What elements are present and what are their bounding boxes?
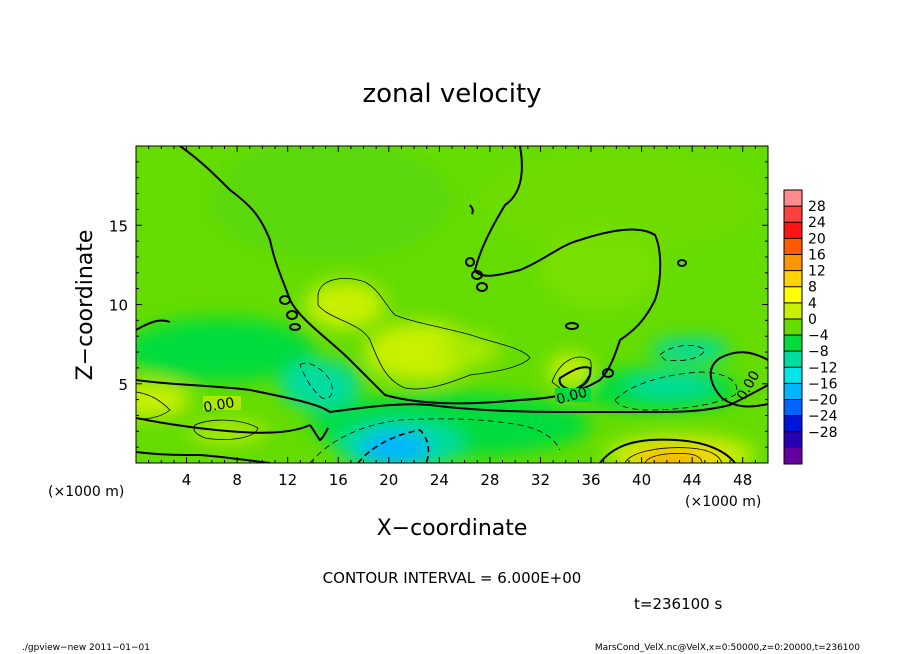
colorbar-label: −12 [808,360,838,376]
colorbar-swatch [784,318,802,336]
colorbar-swatch [784,238,802,255]
colorbar-label: −8 [808,344,829,360]
colorbar-label: 28 [808,199,826,215]
colorbar-swatch [784,286,802,304]
colorbar-swatch [784,222,802,239]
footer-right: MarsCond_VelX.nc@VelX,x=0:50000,z=0:2000… [595,643,860,653]
colorbar-frame [783,189,803,465]
colorbar-label: −16 [808,376,838,392]
time-label: t=236100 s [634,595,722,613]
colorbar-swatch [784,206,802,223]
x-unit-right: (×1000 m) [685,494,761,510]
colorbar-label: 0 [808,312,817,328]
x-tick-label: 24 [430,471,449,489]
y-axis: 5 10 15 [109,161,768,448]
colorbar-label: 24 [808,215,826,231]
colorbar-label: −28 [808,425,838,441]
colorbar-swatch [784,367,802,384]
colorbar-swatch [784,399,802,417]
x-axis: 4 8 12 16 20 24 28 32 36 40 44 48 [148,146,769,489]
colorbar-label: −20 [808,393,838,409]
x-tick-label: 36 [581,471,600,489]
colorbar-label: 12 [808,264,826,280]
x-tick-label: 8 [232,471,242,489]
x-tick-label: 16 [329,471,348,489]
x-tick-label: 4 [182,471,192,489]
contour-label: 0.00 [202,395,235,416]
x-tick-label: 32 [531,471,550,489]
colorbar-swatch [784,383,802,401]
x-tick-label: 12 [278,471,297,489]
x-tick-label: 48 [733,471,752,489]
contour-label: 0.00 [555,385,589,409]
colorbar-swatch [784,254,802,272]
contour-lines [136,146,768,463]
negative-contours [299,345,738,463]
x-tick-label: 40 [632,471,651,489]
colorbar-swatch [784,447,802,465]
colorbar-label: −24 [808,409,838,425]
colorbar-label: −4 [808,328,829,344]
chart-title: zonal velocity [362,79,541,109]
colorbar-label: 4 [808,296,817,312]
y-tick-label: 10 [109,297,128,315]
y-tick-label: 5 [118,376,128,394]
plot-area: 0.00 0.00 0.00 [136,146,768,463]
x-tick-label: 20 [379,471,398,489]
colorbar-label: 8 [808,280,817,296]
colorbar-swatch [784,431,802,449]
colorbar-label: 20 [808,231,826,247]
colorbar-swatch [784,351,802,368]
colorbar-swatch [784,335,802,352]
x-tick-label: 28 [480,471,499,489]
x-tick-label: 44 [683,471,702,489]
x-axis-label: X−coordinate [377,516,528,541]
colorbar-swatch [784,190,802,207]
colorbar-label: 16 [808,247,826,263]
colorbar-swatch [784,302,802,320]
contour-interval: CONTOUR INTERVAL = 6.000E+00 [323,569,582,587]
x-unit-left: (×1000 m) [48,484,124,500]
y-tick-label: 15 [109,217,128,235]
colorbar-swatch [784,270,802,288]
y-axis-label: Z−coordinate [73,230,98,381]
colorbar-swatch [784,415,802,433]
footer-left: ./gpview−new 2011−01−01 [22,643,150,653]
